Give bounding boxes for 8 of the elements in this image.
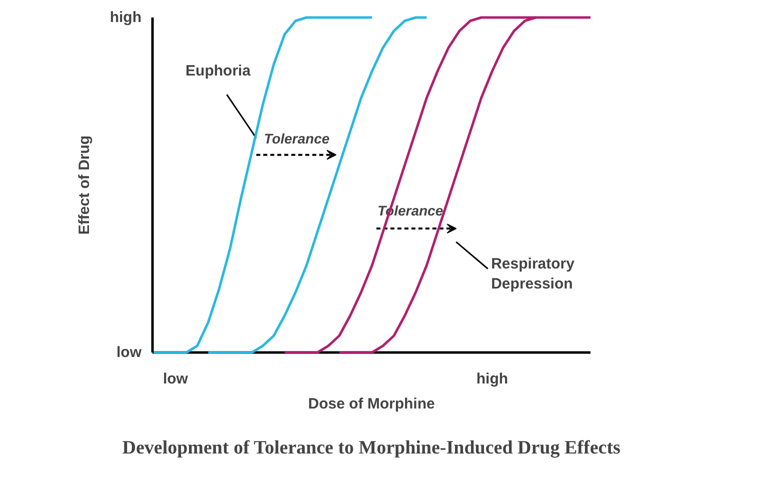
- y-axis-title: Effect of Drug: [76, 135, 93, 235]
- annotation: Euphoria: [186, 62, 252, 80]
- annotation: Respiratory Depression: [491, 255, 576, 293]
- text: Development of Tolerance to Morphine-Induced Drug Effects: [122, 438, 620, 458]
- x-axis-title: Dose of Morphine: [308, 396, 435, 412]
- text: low: [116, 344, 142, 361]
- annotation: Tolerance: [264, 130, 330, 146]
- text: high: [110, 9, 142, 26]
